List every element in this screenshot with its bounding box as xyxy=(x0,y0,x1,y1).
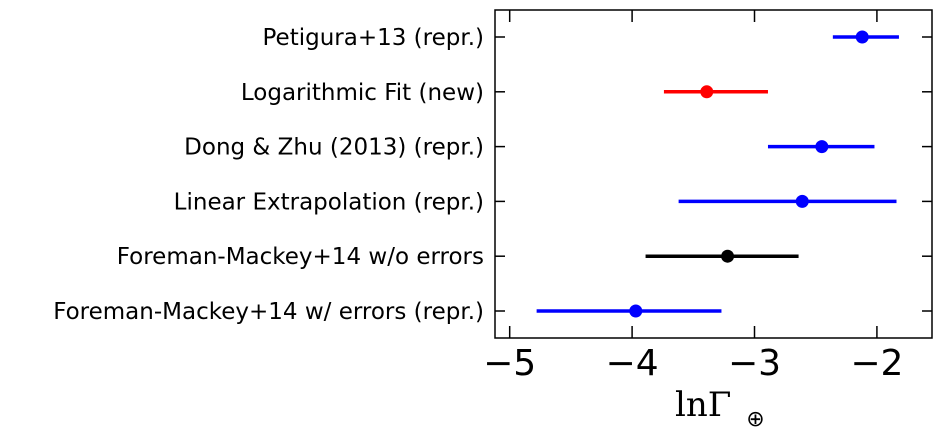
x-tick-label: −5 xyxy=(483,343,536,384)
data-point xyxy=(700,85,714,99)
category-label: Foreman-Mackey+14 w/o errors xyxy=(117,244,484,270)
data-point xyxy=(795,194,809,208)
category-labels: Petigura+13 (repr.) Logarithmic Fit (new)… xyxy=(53,25,484,325)
data-points xyxy=(536,30,899,318)
x-tick-labels: −5 −4 −3 −2 xyxy=(483,343,903,384)
x-tick-label: −2 xyxy=(850,343,903,384)
data-point xyxy=(629,304,643,318)
data-point xyxy=(815,140,829,154)
data-point xyxy=(721,249,735,263)
plot-frame xyxy=(494,9,933,339)
x-axis-label-main: lnΓ xyxy=(675,385,731,425)
category-label: Dong & Zhu (2013) (repr.) xyxy=(184,135,484,161)
category-label: Linear Extrapolation (repr.) xyxy=(174,189,484,215)
data-point xyxy=(855,30,869,44)
x-axis-label: lnΓ ⊕ xyxy=(675,385,765,432)
x-axis-label-subscript: ⊕ xyxy=(746,407,764,432)
axis-ticks xyxy=(495,10,932,338)
category-label: Foreman-Mackey+14 w/ errors (repr.) xyxy=(53,299,484,325)
x-tick-label: −3 xyxy=(728,343,781,384)
category-label: Logarithmic Fit (new) xyxy=(241,80,484,106)
category-label: Petigura+13 (repr.) xyxy=(263,25,485,51)
x-tick-label: −4 xyxy=(606,343,659,384)
